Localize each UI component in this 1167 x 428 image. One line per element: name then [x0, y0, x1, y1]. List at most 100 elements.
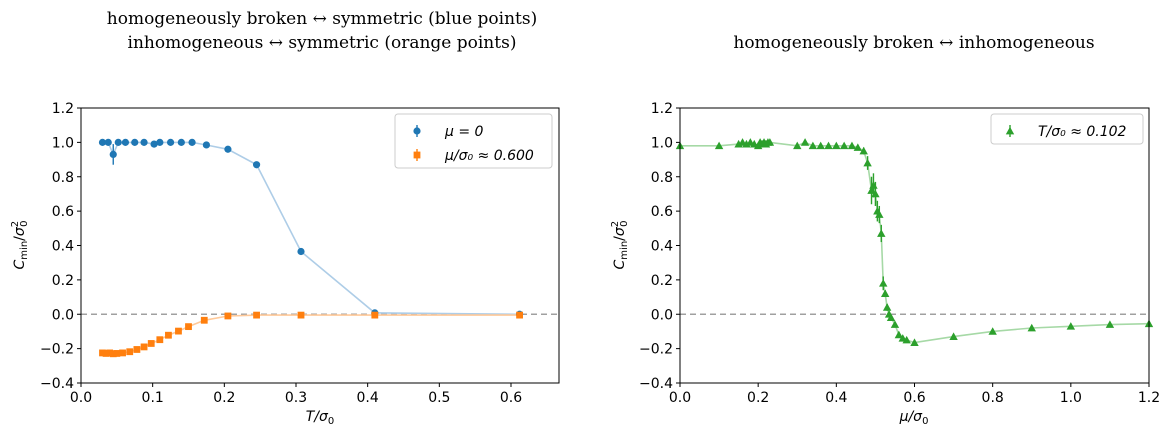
right-y-tick-label: 1.0: [651, 135, 673, 151]
right-chart-title: homogeneously broken ↔ inhomogeneous: [733, 33, 1094, 53]
left-y-tick-label: 0.6: [52, 204, 74, 220]
left-series-1-point: [156, 336, 164, 344]
left-series-0-point: [150, 140, 158, 148]
left-y-tick-label: 0.8: [52, 170, 74, 186]
right-series-0-point: [863, 158, 872, 167]
left-series-1-point: [119, 349, 126, 357]
left-title-line-1: homogeneously broken ↔ symmetric (blue p…: [107, 9, 537, 29]
right-series-0-point: [765, 138, 775, 146]
left-series-1-point: [140, 343, 148, 351]
right-x-tick-label: 0.6: [903, 390, 925, 406]
right-legend[interactable]: T/σ₀ ≈ 0.102: [990, 113, 1144, 145]
left-series-0-point: [131, 138, 139, 146]
right-series-0-point: [793, 141, 802, 150]
right-series-0-point: [832, 141, 841, 150]
left-x-tick-label: 0.5: [428, 390, 450, 406]
right-y-ticks: −0.4 −0.2 0.0 0.2 0.4 0.6 0.8 1.0 1.2: [639, 101, 680, 392]
left-y-tick-label: 0.4: [52, 239, 74, 255]
left-series-1-point: [126, 348, 134, 356]
left-series-0-point: [224, 145, 232, 153]
left-series-0-point: [252, 161, 261, 169]
left-legend-marker-0: [413, 127, 421, 135]
left-y-tick-label: 0.0: [52, 307, 74, 323]
left-series-1-point: [102, 350, 110, 357]
right-y-tick-label: 0.0: [651, 307, 673, 323]
left-x-ticks: 0.0 0.1 0.2 0.3 0.4 0.5 0.6: [70, 383, 522, 406]
left-x-tick-label: 0.4: [357, 390, 379, 406]
left-chart-title: homogeneously broken ↔ symmetric (blue p…: [107, 9, 537, 53]
left-series-0-point: [177, 138, 185, 146]
right-series-0-point: [839, 141, 849, 150]
right-series-0-point: [875, 210, 884, 218]
left-y-tick-label: 1.0: [52, 135, 74, 151]
left-y-tick-label: −0.2: [40, 342, 74, 358]
left-x-axis-label: T/σ0: [306, 409, 335, 427]
right-y-tick-label: 0.4: [651, 239, 673, 255]
right-x-tick-label: 1.0: [1060, 390, 1082, 406]
left-series-0-point: [140, 138, 148, 146]
left-title-line-2: inhomogeneous ↔ symmetric (orange points…: [128, 33, 517, 53]
right-x-tick-label: 0.2: [747, 390, 769, 406]
left-series-0-point: [188, 138, 196, 146]
left-series-lines: [102, 141, 520, 355]
left-series-0-point: [104, 138, 112, 146]
right-series-0-point: [1027, 323, 1036, 332]
right-series-0-point: [871, 189, 880, 198]
right-title-line-1: homogeneously broken ↔ inhomogeneous: [733, 33, 1094, 53]
left-series-0-point: [297, 247, 305, 256]
right-series-0-point: [910, 338, 919, 346]
left-series-1-point: [371, 311, 379, 319]
right-series-0-point: [816, 141, 825, 150]
right-series-0-point: [988, 327, 997, 335]
right-x-tick-label: 0.0: [669, 390, 691, 406]
left-y-tick-label: −0.4: [40, 376, 74, 392]
left-x-tick-label: 0.2: [213, 390, 235, 406]
right-series-0-point: [877, 229, 886, 237]
right-series-0-point: [847, 141, 857, 150]
left-series-1-point: [147, 340, 155, 347]
left-legend-label-1: μ/σ₀ ≈ 0.600: [444, 148, 534, 164]
left-series-1-point: [224, 312, 232, 320]
right-series-0-point: [902, 335, 911, 344]
right-series-0-point: [880, 289, 890, 297]
right-series-0-point: [800, 138, 810, 146]
left-series-1-point: [516, 311, 523, 319]
right-series-0-point: [879, 279, 888, 287]
left-chart-panel: 0.0 0.1 0.2 0.3 0.4 0.5 0.6 −0.4−0.20.00.20.40…: [10, 101, 560, 427]
left-series-1-point: [133, 346, 141, 353]
left-series-0-point: [114, 138, 122, 146]
right-series-0-point: [824, 141, 833, 150]
right-x-tick-label: 1.2: [1138, 390, 1160, 406]
left-series-1-point: [99, 349, 106, 357]
left-series-0-point: [166, 138, 175, 146]
left-series-0-point: [121, 138, 130, 146]
right-legend-items: T/σ₀ ≈ 0.102: [1005, 124, 1127, 140]
left-legend-box: [394, 113, 553, 169]
right-series-0-point: [882, 303, 892, 311]
right-y-axis-label: Cmin/σ20: [610, 221, 630, 270]
left-series-0-point: [202, 141, 211, 149]
right-series-0-point: [890, 320, 900, 328]
left-x-tick-label: 0.3: [285, 390, 307, 406]
right-x-ticks: 0.0 0.2 0.4 0.6 0.8 1.0 1.2: [669, 383, 1160, 406]
right-y-tick-label: 0.6: [651, 204, 673, 220]
right-series-0-line: [680, 141, 1150, 344]
right-data-marks: [675, 138, 1154, 346]
left-series-1-point: [185, 323, 192, 331]
left-series-1-point: [113, 350, 121, 357]
left-series-1-point: [253, 311, 260, 319]
left-legend-items: μ = 0 μ/σ₀ ≈ 0.600: [413, 124, 534, 164]
right-legend-marker-0: [1005, 126, 1015, 135]
right-series-0-point: [949, 332, 958, 340]
left-y-tick-label: 1.2: [52, 101, 74, 117]
left-y-ticks: −0.4 −0.2 0.0 0.2 0.4 0.6 0.8 1.0 1.2: [40, 101, 81, 392]
right-series-0-point: [894, 330, 904, 339]
right-series-lines: [680, 141, 1150, 344]
left-legend[interactable]: μ = 0 μ/σ₀ ≈ 0.600: [394, 113, 553, 169]
left-series-1-point: [109, 350, 117, 358]
right-y-tick-label: 1.2: [651, 101, 673, 117]
right-series-0-point: [859, 146, 868, 155]
left-legend-label-0: μ = 0: [444, 124, 484, 140]
right-legend-label-0: T/σ₀ ≈ 0.102: [1038, 124, 1127, 140]
